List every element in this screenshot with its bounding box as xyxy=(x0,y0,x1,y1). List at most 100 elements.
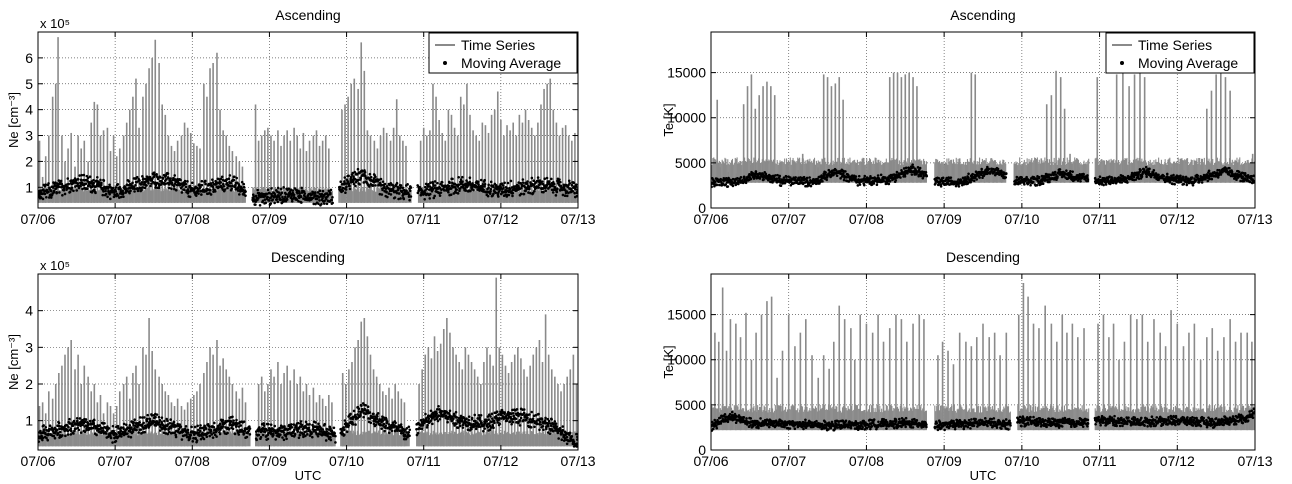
moving-average-point xyxy=(1079,179,1082,183)
moving-average-point xyxy=(406,183,409,186)
moving-average-point xyxy=(170,187,173,191)
moving-average-point xyxy=(1015,175,1019,179)
y-axis-label: Te [K] xyxy=(661,103,676,136)
x-tick-label: 07/09 xyxy=(252,211,287,227)
moving-average-point xyxy=(531,191,535,195)
moving-average-point xyxy=(409,195,413,198)
moving-average-point xyxy=(254,203,257,206)
moving-average-point xyxy=(42,188,45,191)
moving-average-point xyxy=(139,183,143,186)
moving-average-point xyxy=(357,178,360,182)
moving-average-point xyxy=(213,190,217,193)
moving-average-point xyxy=(88,181,91,185)
moving-average-point xyxy=(47,196,51,199)
moving-average-point xyxy=(717,183,721,187)
moving-average-point xyxy=(497,195,500,198)
moving-average-point xyxy=(326,193,330,197)
moving-average-point xyxy=(1086,174,1089,177)
moving-average-point xyxy=(842,171,845,175)
moving-average-point xyxy=(204,179,207,183)
moving-average-point xyxy=(141,175,144,178)
moving-average-point xyxy=(1204,177,1207,181)
x-tick-label: 07/10 xyxy=(329,211,364,227)
moving-average-point xyxy=(461,180,464,183)
moving-average-point xyxy=(58,191,61,194)
moving-average-point xyxy=(358,183,361,186)
moving-average-point xyxy=(1243,171,1247,175)
moving-average-point xyxy=(1252,174,1255,178)
moving-average-point xyxy=(483,178,486,182)
moving-average-point xyxy=(129,189,132,193)
moving-average-point xyxy=(904,166,908,170)
moving-average-point xyxy=(1025,175,1028,179)
moving-average-point xyxy=(78,174,81,177)
moving-average-point xyxy=(219,181,223,184)
moving-average-point xyxy=(99,178,102,182)
x-tick-label: 07/13 xyxy=(560,211,595,227)
moving-average-point xyxy=(816,177,819,181)
moving-average-point xyxy=(174,188,178,192)
legend: Time Series Moving Average xyxy=(1105,32,1255,74)
axes-frame xyxy=(37,31,579,209)
moving-average-point xyxy=(1230,170,1234,174)
moving-average-point xyxy=(188,184,192,188)
moving-average-point xyxy=(75,189,79,192)
moving-average-point xyxy=(85,174,89,178)
moving-average-point xyxy=(509,187,512,191)
moving-average-point xyxy=(965,180,969,183)
moving-average-point xyxy=(135,175,139,179)
moving-average-point xyxy=(533,189,536,193)
moving-average-point xyxy=(374,175,377,179)
y-tick-label: 10000 xyxy=(667,110,706,126)
moving-average-point xyxy=(894,178,898,182)
moving-average-point xyxy=(219,184,223,188)
moving-average-point xyxy=(1191,183,1195,187)
moving-average-point xyxy=(481,185,484,188)
legend-label-moving-average: Moving Average xyxy=(1138,55,1238,71)
moving-average-point xyxy=(731,184,735,188)
moving-average-point xyxy=(108,192,111,196)
moving-average-point xyxy=(96,175,99,179)
moving-average-point xyxy=(359,176,363,180)
moving-average-point xyxy=(70,186,74,189)
moving-average-point xyxy=(345,185,348,189)
x-ticks: 07/06 07/07 07/08 07/09 07/10 07/11 07/12 07/13 xyxy=(693,32,1273,227)
moving-average-point xyxy=(371,183,374,187)
moving-average-point xyxy=(452,192,456,195)
moving-average-point xyxy=(266,195,270,199)
moving-average-point xyxy=(559,180,562,184)
moving-average-point xyxy=(449,187,453,190)
moving-average-point xyxy=(862,183,866,187)
moving-average-point xyxy=(275,195,279,199)
moving-average-point xyxy=(1053,170,1057,174)
moving-average-point xyxy=(300,186,304,190)
legend-box xyxy=(1105,32,1255,74)
moving-average-point xyxy=(408,189,412,192)
x-ticks: 07/06 07/07 07/08 07/09 07/10 07/11 07/12 07/13 xyxy=(20,32,596,227)
moving-average-point xyxy=(45,195,48,199)
moving-average-point xyxy=(211,181,215,184)
moving-average-point xyxy=(1047,175,1051,179)
moving-average-point xyxy=(351,171,354,175)
legend-label-time-series: Time Series xyxy=(461,37,535,53)
moving-average-point xyxy=(456,192,460,195)
moving-average-point xyxy=(1141,172,1144,176)
moving-average-point xyxy=(737,182,740,186)
moving-average-point xyxy=(910,173,914,176)
moving-average-point xyxy=(1207,169,1211,173)
moving-average-point xyxy=(264,201,268,205)
moving-average-point xyxy=(921,176,925,180)
moving-average-point xyxy=(88,175,92,179)
moving-average-point xyxy=(1229,174,1233,178)
moving-average-point xyxy=(974,170,978,174)
moving-average-point xyxy=(978,176,981,179)
moving-average-point xyxy=(279,187,283,191)
legend: Time Series Moving Average xyxy=(428,32,578,74)
moving-average-point xyxy=(808,176,811,179)
moving-average-point xyxy=(839,177,842,180)
moving-average-point xyxy=(61,193,64,197)
moving-average-point xyxy=(234,183,237,187)
chart-panel-2: 07/06 07/07 07/08 07/09 07/10 07/11 07/12 07/13… xyxy=(661,7,1273,227)
moving-average-point xyxy=(809,184,813,188)
moving-average-point xyxy=(355,173,359,176)
